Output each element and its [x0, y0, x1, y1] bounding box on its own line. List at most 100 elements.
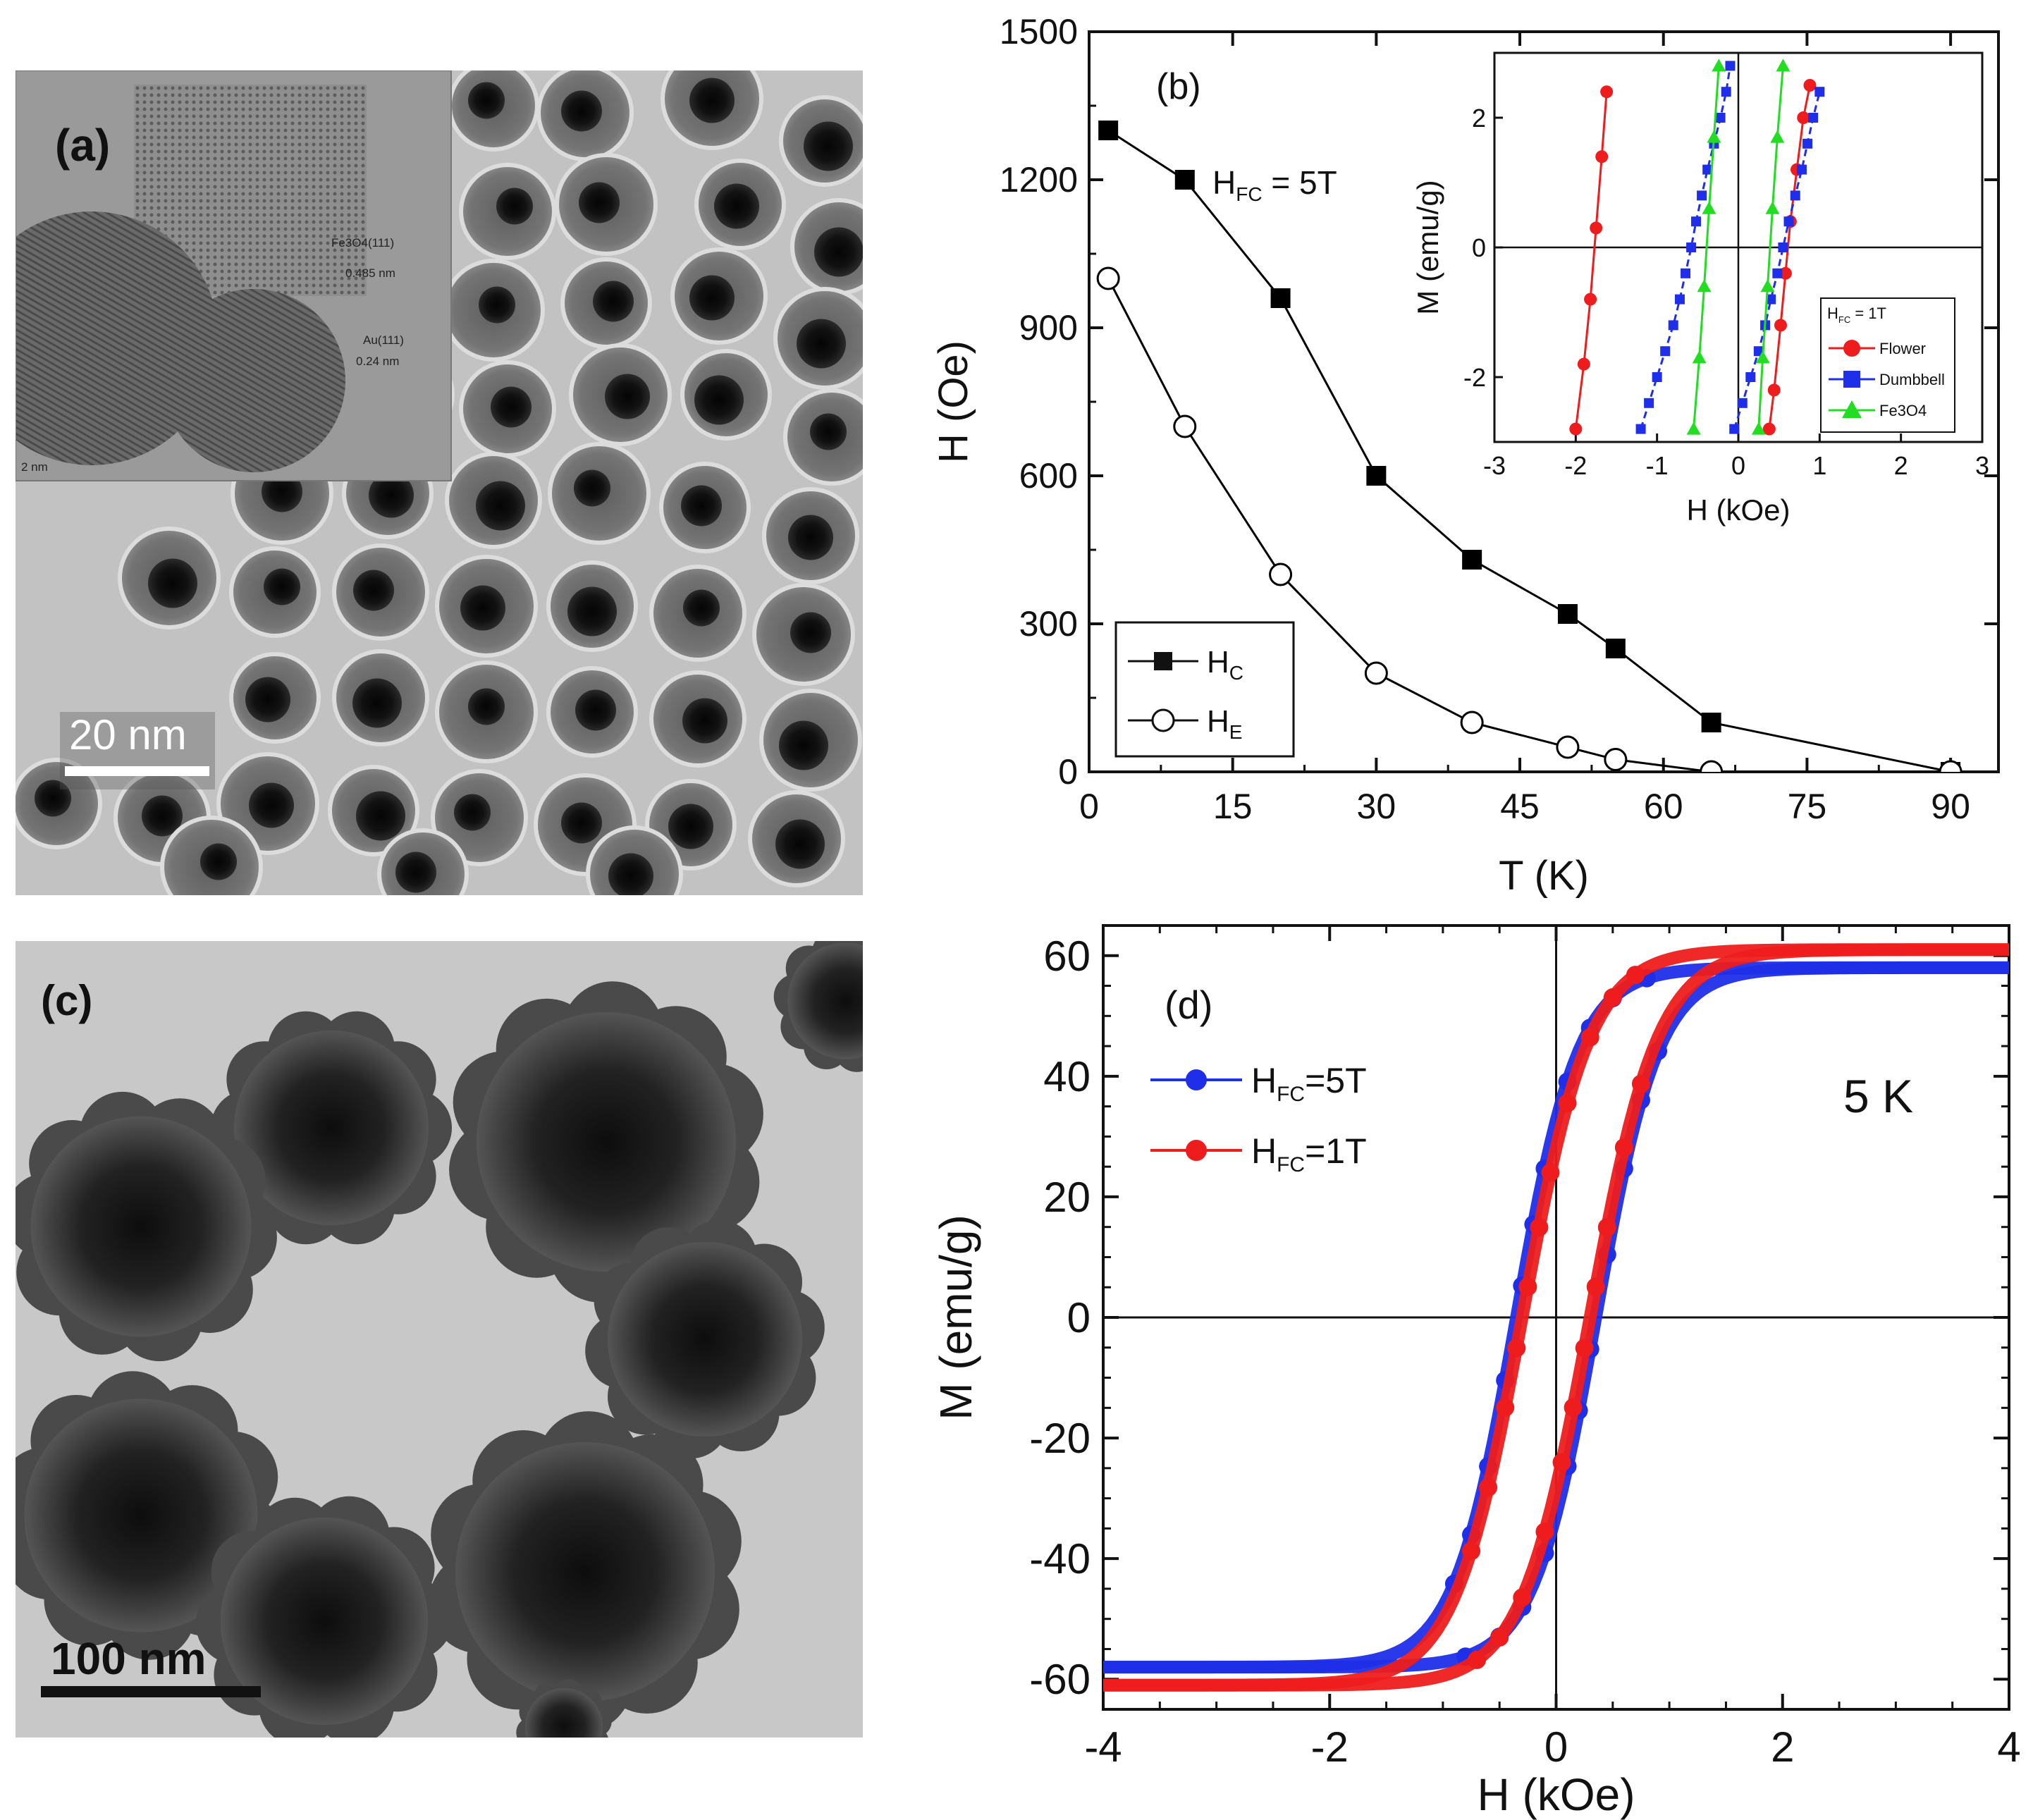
inset-legend: HFC = 1T Flower Dumbbell Fe3O4	[1820, 297, 1955, 433]
nanoparticle-core	[561, 802, 602, 844]
panel-d-series	[1103, 943, 2009, 1692]
inset-data-point-Dumbbell	[1729, 424, 1740, 434]
inset-data-point-Fe3O4	[1707, 130, 1721, 143]
nanoparticle-core	[148, 558, 197, 608]
data-point-HFC=1T	[1530, 1218, 1549, 1237]
data-point-HFC=1T	[1541, 1163, 1560, 1182]
nanoparticle-core	[714, 183, 759, 229]
inset-data-point-Fe3O4	[1765, 201, 1780, 214]
inset-data-point-Flower	[1797, 111, 1810, 124]
legend-marker-hc	[1154, 652, 1172, 670]
inset-axes: -3 -2 -1 0 1 2 3 -2 0 2 H (kOe) M (emu/g)	[1411, 51, 1989, 527]
data-point-HE	[1460, 711, 1484, 734]
panel-c-tem-image: (c) 100 nm	[16, 941, 863, 1775]
data-point-HFC=1T	[1535, 1523, 1554, 1542]
y-axis-label: H (Oe)	[930, 340, 976, 463]
nanoparticle-core	[264, 568, 300, 605]
inset-data-point-Dumbbell	[1766, 294, 1776, 305]
nanoparticle-core	[788, 515, 833, 560]
nanoparticle-core	[593, 281, 634, 322]
nanoparticle-core	[779, 720, 828, 770]
y-tick-label: -40	[1029, 1535, 1091, 1582]
inset-x-tick-label: 0	[1731, 451, 1745, 480]
inset-data-point-Dumbbell	[1702, 164, 1713, 175]
nanoparticle	[790, 198, 863, 295]
legend-label-hfc-1t: HFC=1T	[1251, 1131, 1367, 1176]
nanoparticle-core	[395, 851, 436, 893]
nanoparticle-core	[575, 689, 616, 731]
nanoparticle	[670, 247, 768, 345]
inset-data-point-Flower	[1762, 422, 1776, 436]
inset-data-point-Fe3O4	[1760, 279, 1775, 293]
data-point-HC	[1366, 466, 1387, 486]
inset-data-point-Dumbbell	[1737, 398, 1748, 408]
y-tick-label: 1200	[1000, 160, 1078, 199]
x-tick-label: 90	[1931, 787, 1970, 826]
x-tick-label: 15	[1213, 787, 1253, 826]
data-point-HE	[1364, 661, 1388, 685]
x-tick-label: 45	[1500, 787, 1540, 826]
inset-legend-marker-dumbbell	[1843, 371, 1860, 388]
panel-d-label: (d)	[1165, 983, 1212, 1027]
nanoparticle	[448, 70, 539, 152]
x-axis-label: T (K)	[1499, 853, 1589, 899]
inset-data-point-Fe3O4	[1712, 59, 1726, 72]
x-tick-label: -2	[1311, 1723, 1349, 1771]
nanoparticle	[160, 816, 263, 895]
inset-data-point-Fe3O4	[1702, 201, 1716, 214]
inset-annotation-fe3o4: Fe3O4(111)	[331, 236, 394, 250]
data-point-HC	[1462, 550, 1482, 570]
x-axis-label: H (kOe)	[1478, 1769, 1635, 1820]
nanoflower	[16, 1091, 277, 1362]
nanoparticle-core	[579, 182, 620, 223]
nanoparticle	[548, 442, 651, 545]
legend-marker-hfc-5t	[1186, 1069, 1207, 1090]
scale-bar-20nm: 20 nm	[60, 711, 215, 789]
nanoflower-core	[787, 942, 863, 1059]
legend-box	[1114, 621, 1295, 758]
x-tick-label: 60	[1644, 787, 1683, 826]
nanoflower-petal	[544, 1745, 575, 1775]
y-axis-label: M (emu/g)	[930, 1215, 981, 1420]
nanoparticle	[752, 583, 855, 686]
inset-legend-marker-fe3o4	[1842, 400, 1862, 418]
nanoparticle	[546, 560, 638, 652]
nanoflower-core	[524, 1687, 603, 1738]
nanoparticle-core	[356, 791, 405, 841]
y-tick-label: 0	[1058, 752, 1078, 792]
nanoparticle-core	[245, 677, 290, 723]
panel-b-label: (b)	[1156, 66, 1201, 107]
nanoparticle-core	[689, 275, 735, 321]
nanoparticle	[16, 758, 102, 849]
inset-legend-label-fe3o4: Fe3O4	[1879, 402, 1927, 419]
inset-data-point-Dumbbell	[1814, 87, 1825, 97]
inset-data-point-Dumbbell	[1721, 87, 1731, 97]
inset-data-point-Dumbbell	[1635, 424, 1646, 434]
inset-y-tick-label: -2	[1463, 363, 1486, 392]
inset-series	[1569, 59, 1825, 436]
inset-x-tick-label: -1	[1646, 451, 1669, 480]
panel-b-series	[1096, 121, 1963, 772]
inset-data-point-Dumbbell	[1686, 242, 1697, 252]
nanoflower-core	[455, 1442, 715, 1702]
loop-band-HFC=1T	[1103, 943, 2009, 1692]
inset-x-tick-label: -2	[1564, 451, 1587, 480]
y-tick-label: 900	[1019, 308, 1078, 348]
nanoparticle	[459, 163, 556, 260]
data-point-HE	[1604, 748, 1628, 771]
nanoparticle-core	[668, 804, 713, 849]
nanoparticle-core	[682, 698, 727, 744]
nanoparticle-core	[352, 678, 402, 728]
y-tick-label: 300	[1019, 604, 1078, 644]
inset-series-line-Fe3O4	[1693, 66, 1720, 429]
nanoparticle-core	[608, 853, 653, 895]
data-point-HFC=1T	[1462, 1542, 1481, 1561]
inset-data-point-Dumbbell	[1697, 190, 1707, 201]
inset-x-tick-label: -3	[1483, 451, 1506, 480]
nanoparticle	[328, 765, 419, 856]
nanoparticle-core	[249, 782, 294, 828]
panel-a-label: (a)	[55, 120, 110, 171]
nanoflower	[773, 941, 863, 1072]
data-point-HE	[1173, 414, 1197, 438]
